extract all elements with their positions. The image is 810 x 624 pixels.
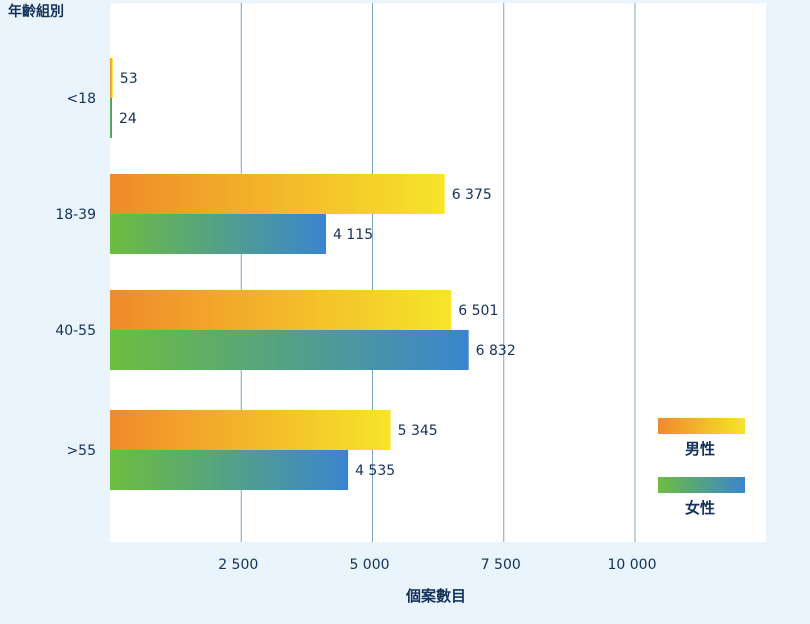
y-category-label: 40-55: [55, 323, 96, 339]
bar-female: [110, 98, 112, 138]
bar-value-label: 24: [119, 111, 137, 127]
bars: [110, 58, 469, 490]
bar-male: [110, 290, 452, 330]
bar-value-label: 6 501: [458, 303, 498, 319]
x-tick-label: 7 500: [481, 557, 521, 573]
bar-male: [110, 410, 391, 450]
bar-male: [110, 174, 445, 214]
tick-labels: 2 500 5 000 7 500 10 000: [218, 557, 656, 573]
bar-value-label: 4 115: [333, 227, 373, 243]
bar-value-label: 53: [120, 71, 138, 87]
bar-value-label: 6 375: [452, 187, 492, 203]
bar-female: [110, 330, 469, 370]
value-labels: 53 24 6 375 4 115 6 501 6 832 5 345 4 535: [119, 71, 516, 479]
x-tick-label: 2 500: [218, 557, 258, 573]
y-category-label: 18-39: [55, 207, 96, 223]
legend-swatch-male: [658, 418, 745, 434]
y-category-label: >55: [66, 443, 96, 459]
bar-value-label: 5 345: [398, 423, 438, 439]
category-labels: <18 18-39 40-55 >55: [55, 91, 96, 459]
legend: 男性 女性: [658, 418, 745, 517]
x-tick-label: 10 000: [608, 557, 657, 573]
legend-label-female: 女性: [685, 499, 715, 517]
bar-female: [110, 214, 327, 254]
x-axis-title: 個案數目: [405, 587, 466, 605]
bar-female: [110, 450, 349, 490]
bar-value-label: 6 832: [476, 343, 516, 359]
legend-label-male: 男性: [685, 440, 715, 458]
y-axis-title: 年齡組別: [8, 3, 64, 20]
x-tick-label: 5 000: [349, 557, 389, 573]
legend-swatch-female: [658, 477, 745, 493]
bar-value-label: 4 535: [355, 463, 395, 479]
y-category-label: <18: [66, 91, 96, 107]
bar-male: [110, 58, 113, 98]
